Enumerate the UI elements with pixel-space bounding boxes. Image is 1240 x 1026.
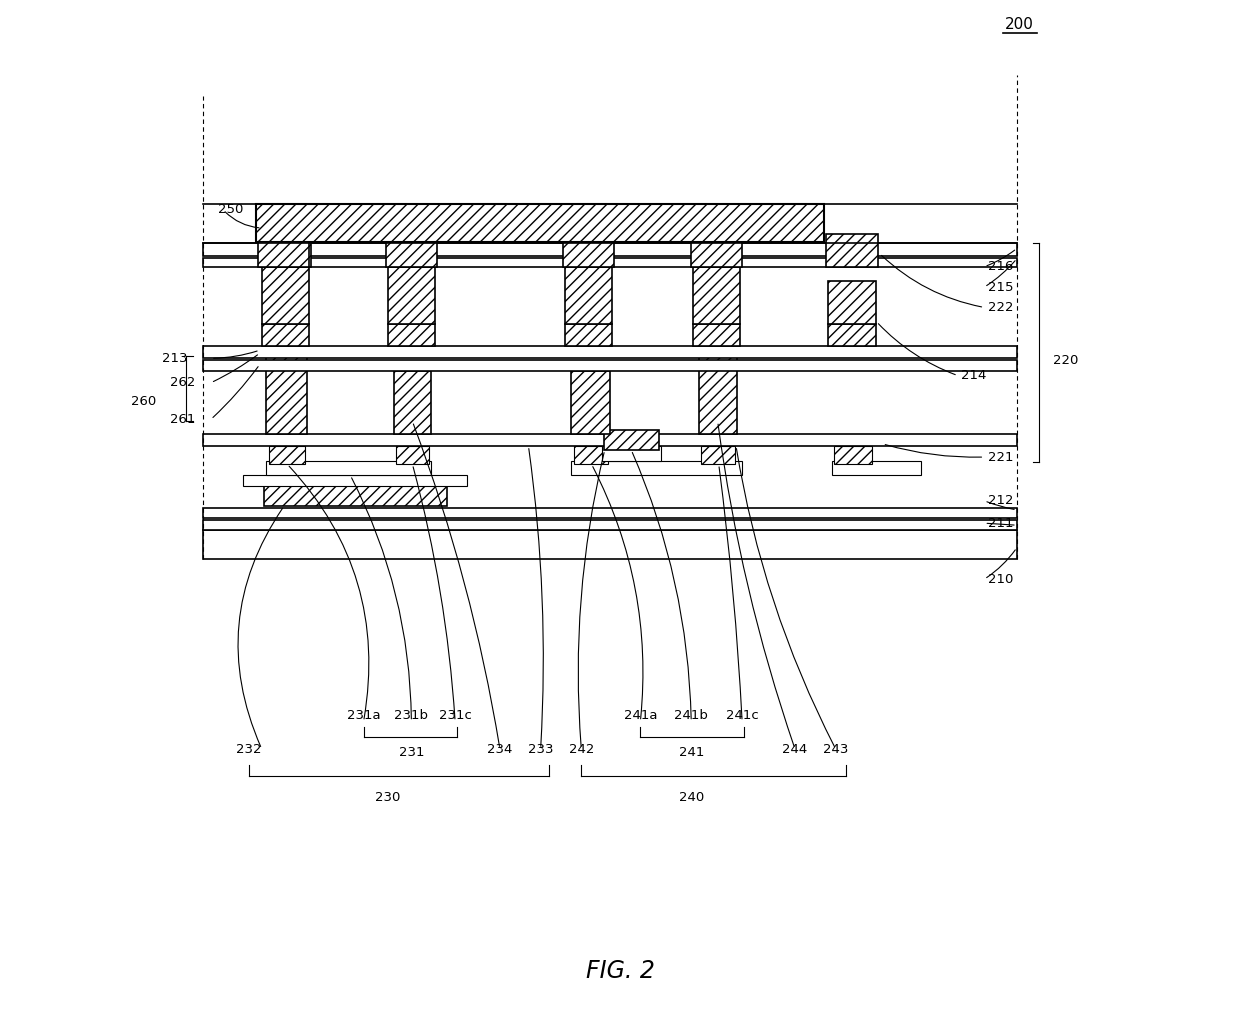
Bar	[388, 324, 435, 346]
Bar	[572, 461, 742, 475]
Bar	[827, 281, 877, 324]
Bar	[827, 324, 877, 346]
Bar	[572, 370, 610, 434]
Bar	[203, 258, 1017, 267]
Text: 231a: 231a	[347, 709, 381, 721]
Bar	[563, 224, 614, 267]
Text: 233: 233	[528, 743, 553, 755]
Bar	[604, 430, 658, 450]
Bar	[269, 446, 305, 464]
Bar	[203, 508, 1017, 518]
Bar	[833, 446, 873, 464]
Text: 261: 261	[170, 412, 196, 426]
Bar	[386, 224, 436, 267]
Bar	[203, 243, 1017, 255]
Bar	[394, 370, 430, 434]
Bar	[255, 203, 823, 242]
Text: 241c: 241c	[725, 709, 759, 721]
Bar	[388, 267, 435, 324]
Bar	[574, 446, 608, 464]
Text: 260: 260	[131, 395, 156, 407]
Text: 244: 244	[782, 743, 807, 755]
Bar	[203, 360, 1017, 370]
Bar	[243, 475, 467, 485]
Text: 221: 221	[988, 450, 1014, 464]
Bar	[565, 324, 611, 346]
Bar	[693, 324, 740, 346]
Text: 241b: 241b	[675, 709, 708, 721]
Text: 232: 232	[236, 743, 262, 755]
Bar	[203, 346, 1017, 358]
Bar	[601, 446, 661, 461]
Bar	[264, 485, 446, 506]
Bar	[565, 267, 611, 324]
Text: FIG. 2: FIG. 2	[585, 959, 655, 983]
Bar	[396, 446, 429, 464]
Text: 210: 210	[988, 573, 1014, 586]
Text: 241a: 241a	[624, 709, 657, 721]
Text: 215: 215	[988, 280, 1014, 293]
Bar	[258, 242, 309, 267]
Bar	[691, 224, 742, 267]
Bar	[203, 530, 1017, 559]
Text: 216: 216	[988, 261, 1014, 273]
Bar	[702, 446, 735, 464]
Text: 230: 230	[376, 791, 401, 804]
Bar	[832, 461, 921, 475]
Bar	[699, 322, 737, 434]
Bar	[262, 324, 309, 346]
Bar	[265, 461, 430, 475]
Text: 213: 213	[162, 352, 187, 365]
Text: 231: 231	[398, 746, 424, 758]
Text: 243: 243	[823, 743, 848, 755]
Text: 250: 250	[218, 203, 243, 216]
Text: 212: 212	[988, 495, 1014, 507]
Text: 211: 211	[988, 517, 1014, 529]
Bar	[693, 267, 740, 324]
Text: 234: 234	[487, 743, 512, 755]
Bar	[826, 234, 878, 267]
Bar	[259, 224, 311, 267]
Text: 220: 220	[1053, 354, 1078, 367]
Text: 222: 222	[988, 301, 1014, 314]
Bar	[265, 322, 306, 434]
Bar	[203, 520, 1017, 530]
Text: 241: 241	[678, 746, 704, 758]
Text: 231c: 231c	[439, 709, 471, 721]
Text: 240: 240	[678, 791, 704, 804]
Bar	[203, 434, 1017, 446]
Text: 200: 200	[1004, 17, 1033, 32]
Text: 262: 262	[170, 377, 196, 389]
Text: 214: 214	[961, 369, 986, 382]
Text: 231b: 231b	[394, 709, 428, 721]
Bar	[262, 267, 309, 324]
Text: 242: 242	[569, 743, 594, 755]
